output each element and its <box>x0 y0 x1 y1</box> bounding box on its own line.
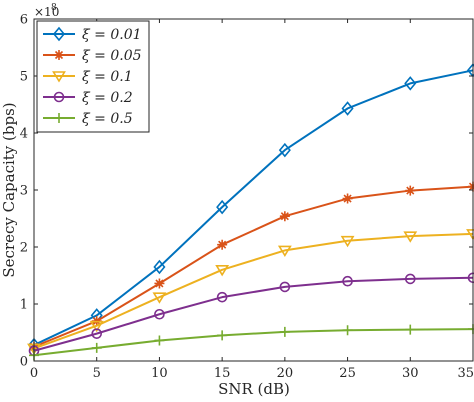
y-tick-label: 3 <box>20 184 28 199</box>
data-point <box>405 185 416 196</box>
series-line-5 <box>33 328 474 357</box>
legend: ξ = 0.01 ξ = 0.05 ξ = 0.1 ξ = 0.2 ξ = 0.5 <box>36 20 150 133</box>
data-point <box>216 199 229 215</box>
data-point <box>215 264 230 277</box>
y-tick-label: 2 <box>20 241 28 256</box>
asterisk-core <box>156 280 162 286</box>
data-point <box>342 193 353 204</box>
data-point <box>279 211 290 222</box>
data-point <box>154 278 165 289</box>
data-point <box>91 342 102 353</box>
legend-swatch-marker <box>52 26 66 42</box>
legend-label: ξ = 0.1 <box>82 69 133 85</box>
asterisk-core <box>407 188 413 194</box>
legend-label: ξ = 0.2 <box>82 90 133 106</box>
data-point <box>403 231 418 243</box>
x-tick-label: 20 <box>277 366 294 381</box>
data-point <box>154 335 165 346</box>
y-tick-label: 4 <box>20 127 28 142</box>
legend-swatch-marker <box>54 50 64 60</box>
data-point <box>279 326 290 337</box>
asterisk-core <box>282 213 288 219</box>
data-point <box>404 273 416 285</box>
data-point <box>217 330 228 341</box>
x-tick-label: 0 <box>30 366 38 381</box>
legend-label: ξ = 0.5 <box>82 111 133 127</box>
legend-swatch-marker <box>52 71 66 83</box>
data-point <box>341 101 354 116</box>
y-exponent-base: ×10 <box>34 5 59 19</box>
x-tick-label: 25 <box>339 366 356 381</box>
y-tick-label: 1 <box>20 298 28 313</box>
data-point <box>217 239 228 250</box>
legend-label: ξ = 0.05 <box>82 48 142 64</box>
data-point <box>340 235 355 248</box>
data-point <box>91 328 103 339</box>
legend-swatch-marker <box>53 91 65 103</box>
x-tick-label: 15 <box>214 366 231 381</box>
x-tick-label: 5 <box>93 366 101 381</box>
y-exponent-power: 8 <box>51 3 57 13</box>
x-tick-label: 30 <box>402 366 419 381</box>
y-tick-label: 6 <box>20 13 28 28</box>
series-line-3 <box>33 232 474 350</box>
series-line-1 <box>33 69 474 346</box>
data-point <box>153 259 166 275</box>
y-axis-label: Secrecy Capacity (bps) <box>0 102 18 277</box>
data-point <box>279 281 291 293</box>
x-axis-label: SNR (dB) <box>218 380 290 398</box>
x-tick-label: 10 <box>151 366 168 381</box>
data-point <box>152 292 167 304</box>
series-line-2 <box>33 185 474 348</box>
data-point <box>278 142 291 158</box>
asterisk-core <box>345 196 351 202</box>
data-point <box>89 320 104 333</box>
asterisk-core <box>219 242 225 248</box>
series-line-4 <box>33 276 474 352</box>
y-tick-label: 0 <box>20 355 28 370</box>
legend-swatch-marker <box>54 113 64 123</box>
data-point <box>154 308 165 320</box>
x-tick-label: 35 <box>457 366 474 381</box>
data-point <box>216 291 228 303</box>
data-point <box>405 324 416 335</box>
asterisk-core <box>56 52 62 58</box>
legend-label: ξ = 0.01 <box>82 27 142 43</box>
data-point <box>342 275 353 287</box>
axes: ×10 8 SNR (dB) Secrecy Capacity (bps) 0 5… <box>0 3 474 398</box>
data-point <box>342 325 353 336</box>
plot-area <box>27 63 474 361</box>
y-tick-label: 5 <box>20 70 28 85</box>
data-point <box>277 245 292 257</box>
data-point <box>404 76 417 91</box>
